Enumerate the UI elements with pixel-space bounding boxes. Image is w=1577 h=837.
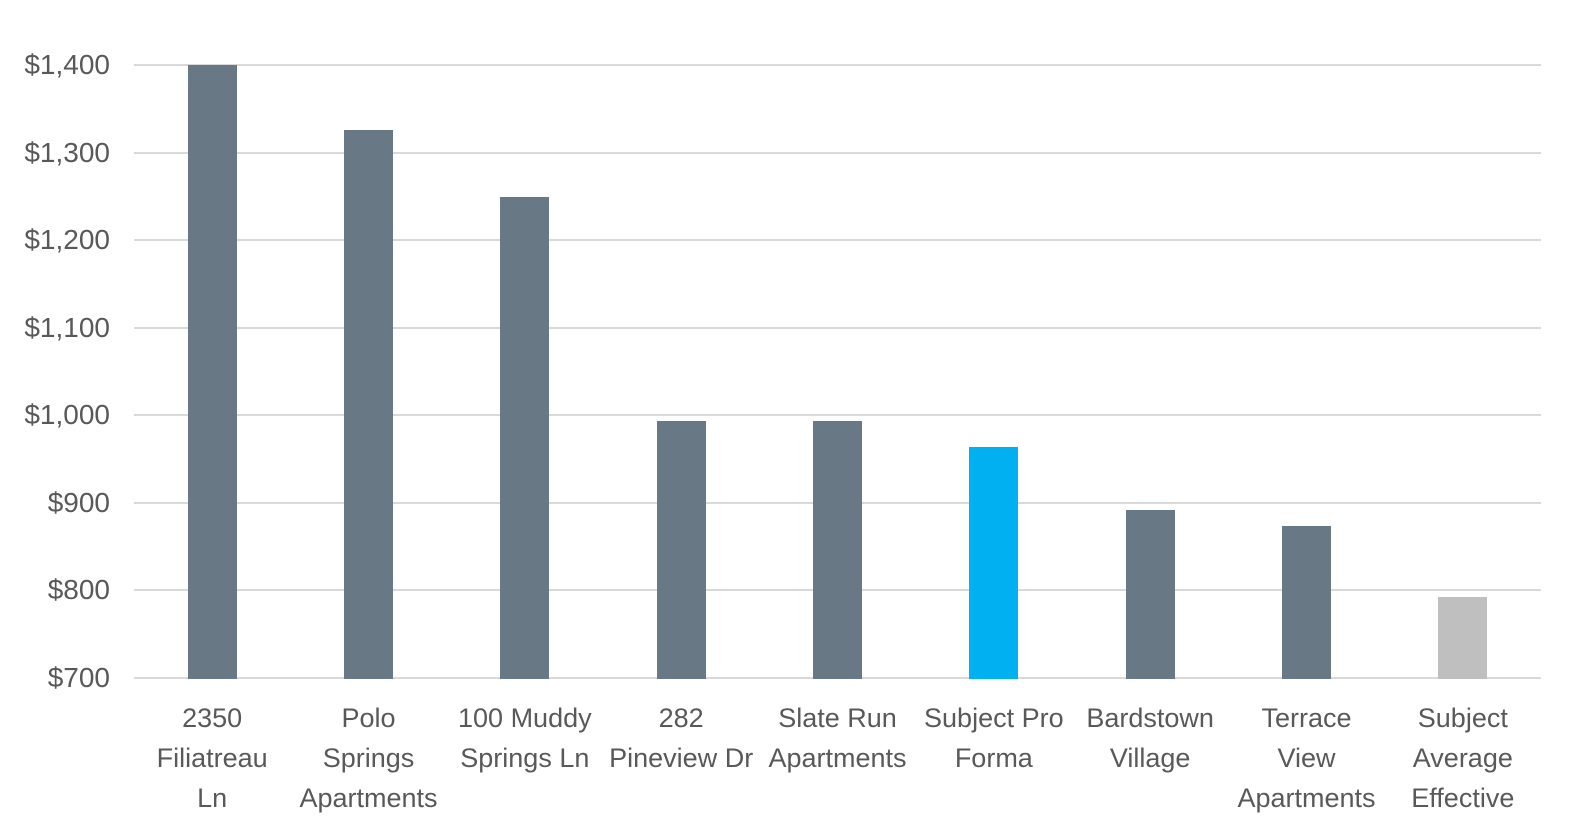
bar-100-muddy-springs-ln — [500, 197, 550, 679]
x-label-polo-springs-apartments: Polo Springs Apartments — [299, 703, 438, 813]
x-label-subject-pro-forma: Subject Pro Forma — [924, 703, 1064, 773]
gridline-1400 — [134, 64, 1541, 66]
y-tick-label-800: $800 — [47, 574, 110, 606]
x-label-282-pineview-dr: 282 Pineview Dr — [609, 703, 754, 773]
y-tick-label-1300: $1,300 — [24, 136, 110, 168]
bar-slate-run-apartments — [813, 421, 862, 679]
y-tick-label-700: $700 — [47, 662, 110, 693]
y-tick-label-1000: $1,000 — [24, 399, 110, 431]
y-tick-label-1100: $1,100 — [24, 311, 110, 343]
gridline-1000 — [134, 414, 1541, 417]
bar-282-pineview-dr — [656, 420, 706, 679]
bar-subject-pro-forma — [969, 446, 1019, 679]
bar-subject-average-effective — [1438, 597, 1488, 679]
y-tick-label-1400: $1,400 — [24, 49, 110, 80]
bar-bardstown-village — [1125, 509, 1175, 679]
gridline-1200 — [134, 239, 1541, 242]
bar-2350-filiatreau-ln — [187, 65, 237, 679]
x-label-terrace-view-apartments: Terrace View Apartments — [1237, 703, 1376, 813]
gridline-1300 — [134, 151, 1541, 154]
gridline-1100 — [134, 326, 1541, 329]
y-tick-label-1200: $1,200 — [24, 224, 110, 256]
x-label-subject-average-effective: Subject Average Effective — [1411, 703, 1515, 813]
bar-polo-springs-apartments — [344, 129, 393, 679]
x-label-slate-run-apartments: Slate Run Apartments — [768, 703, 907, 773]
x-label-bardstown-village: Bardstown Village — [1086, 703, 1214, 773]
x-label-100-muddy-springs-ln: 100 Muddy Springs Ln — [458, 703, 592, 773]
x-label-2350-filiatreau-ln: 2350 Filiatreau Ln — [156, 703, 268, 813]
y-tick-label-900: $900 — [47, 486, 110, 518]
bar-terrace-view-apartments — [1282, 525, 1331, 679]
